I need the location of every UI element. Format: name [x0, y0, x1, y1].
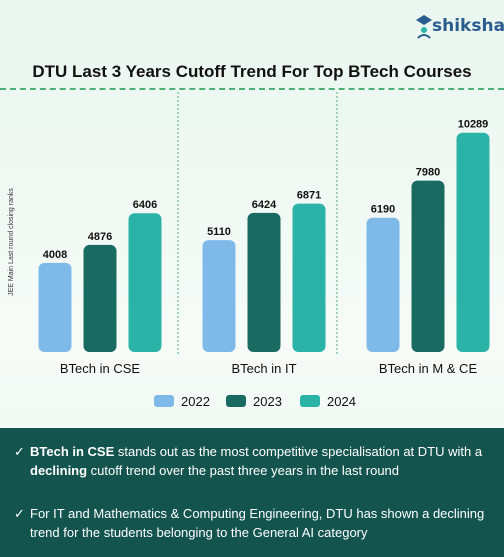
y-axis-label: JEE Main Last round closing ranks: [8, 188, 15, 296]
bar-chart: JEE Main Last round closing ranks 4008 487…: [8, 92, 490, 409]
data-label: 4008: [43, 249, 67, 261]
check-icon: ✓: [14, 444, 25, 459]
note-segment: cutoff trend over the past three years i…: [87, 463, 400, 478]
category-label: BTech in M & CE: [379, 361, 478, 376]
data-label: 6406: [133, 199, 157, 211]
data-label: 4876: [88, 231, 112, 243]
insights-panel: ✓ BTech in CSE stands out as the most co…: [0, 428, 504, 557]
chart-title: DTU Last 3 Years Cutoff Trend For Top BT…: [32, 62, 472, 81]
category-label: BTech in CSE: [60, 361, 141, 376]
shiksha-logo-icon: [416, 15, 432, 39]
bar: [128, 213, 162, 352]
data-label: 7980: [416, 167, 440, 179]
title-bar: DTU Last 3 Years Cutoff Trend For Top BT…: [0, 56, 504, 90]
bar: [38, 262, 72, 352]
brand-name: shiksha: [432, 16, 504, 36]
insight-text: BTech in CSE stands out as the most comp…: [30, 442, 500, 480]
legend-label: 2024: [327, 394, 356, 409]
data-label: 5110: [207, 226, 231, 238]
legend-swatch: [226, 395, 246, 407]
data-label: 10289: [458, 119, 489, 131]
category-label: BTech in IT: [231, 361, 296, 376]
bar: [456, 132, 490, 352]
legend-swatch: [300, 395, 320, 407]
note-segment: BTech in CSE: [30, 444, 115, 459]
data-label: 6190: [371, 204, 395, 216]
bar: [247, 212, 281, 352]
legend-label: 2023: [253, 394, 282, 409]
bar: [366, 217, 400, 352]
legend-label: 2022: [181, 394, 210, 409]
check-icon: ✓: [14, 506, 25, 521]
insight-note-it-mce: ✓ For IT and Mathematics & Computing Eng…: [14, 504, 500, 542]
note-segment: For IT and Mathematics & Computing Engin…: [30, 506, 485, 540]
insight-note-cse: ✓ BTech in CSE stands out as the most co…: [14, 442, 500, 480]
data-label: 6871: [297, 190, 321, 202]
bar: [411, 180, 445, 352]
insight-text: For IT and Mathematics & Computing Engin…: [30, 504, 500, 542]
bar: [202, 240, 236, 352]
data-label: 6424: [252, 199, 277, 211]
bar: [292, 203, 326, 352]
note-segment: declining: [30, 463, 88, 478]
bar: [83, 244, 117, 352]
note-segment: stands out as the most competitive speci…: [114, 444, 483, 459]
legend-swatch: [154, 395, 174, 407]
